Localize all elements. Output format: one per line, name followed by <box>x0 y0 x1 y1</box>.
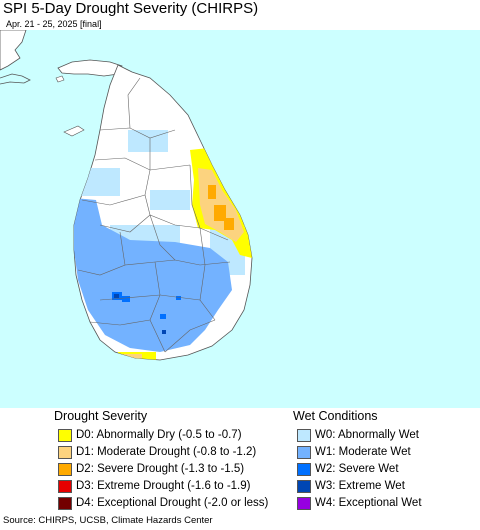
w2-area <box>176 296 181 300</box>
w3-area <box>114 294 119 298</box>
d2-area <box>214 205 226 221</box>
india-coastline-detail <box>0 73 31 85</box>
legend-label: W4: Exceptional Wet <box>315 497 422 509</box>
source-credit: Source: CHIRPS, UCSB, Climate Hazards Ce… <box>3 515 213 526</box>
legend-item-w0: W0: Abnormally Wet <box>297 427 419 443</box>
legend-label: W2: Severe Wet <box>315 463 399 475</box>
legend-swatch <box>297 496 311 510</box>
legend-item-d1: D1: Moderate Drought (-0.8 to -1.2) <box>58 444 256 460</box>
legend-item-w4: W4: Exceptional Wet <box>297 495 422 511</box>
w1-area <box>74 198 232 352</box>
legend-swatch <box>297 428 311 442</box>
w2-area <box>160 314 166 319</box>
legend-label: D4: Exceptional Drought (-2.0 or less) <box>76 497 269 509</box>
legend-label: D0: Abnormally Dry (-0.5 to -0.7) <box>76 429 242 441</box>
legend-item-w3: W3: Extreme Wet <box>297 478 405 494</box>
legend: Drought Severity Wet Conditions D0: Abno… <box>0 408 480 512</box>
district-boundaries <box>77 77 231 353</box>
w0-area <box>150 190 190 210</box>
drought-map <box>0 30 480 408</box>
legend-label: W0: Abnormally Wet <box>315 429 419 441</box>
legend-item-d2: D2: Severe Drought (-1.3 to -1.5) <box>58 461 244 477</box>
w3-area <box>162 330 166 334</box>
legend-item-w1: W1: Moderate Wet <box>297 444 411 460</box>
island-islet <box>55 75 65 83</box>
drought-legend-heading: Drought Severity <box>54 409 148 423</box>
w2-area <box>122 296 130 302</box>
legend-swatch <box>58 479 72 493</box>
wet-legend-heading: Wet Conditions <box>293 409 378 423</box>
map-title: SPI 5-Day Drought Severity (CHIRPS) <box>3 0 259 17</box>
legend-swatch <box>58 496 72 510</box>
india-mainland <box>0 30 27 71</box>
legend-label: D3: Extreme Drought (-1.6 to -1.9) <box>76 480 251 492</box>
d2-area <box>208 185 216 199</box>
legend-label: W1: Moderate Wet <box>315 446 411 458</box>
legend-label: D1: Moderate Drought (-0.8 to -1.2) <box>76 446 257 458</box>
map-subtitle: Apr. 21 - 25, 2025 [final] <box>6 19 102 29</box>
legend-swatch <box>297 445 311 459</box>
legend-item-d4: D4: Exceptional Drought (-2.0 or less) <box>58 495 268 511</box>
legend-swatch <box>297 479 311 493</box>
mannar-island <box>63 125 85 137</box>
legend-swatch <box>58 445 72 459</box>
legend-swatch <box>297 462 311 476</box>
legend-item-w2: W2: Severe Wet <box>297 461 399 477</box>
legend-swatch <box>58 462 72 476</box>
legend-item-d3: D3: Extreme Drought (-1.6 to -1.9) <box>58 478 250 494</box>
legend-swatch <box>58 428 72 442</box>
legend-item-d0: D0: Abnormally Dry (-0.5 to -0.7) <box>58 427 242 443</box>
legend-label: D2: Severe Drought (-1.3 to -1.5) <box>76 463 245 475</box>
d2-area <box>224 218 234 230</box>
w0-area <box>128 130 168 152</box>
legend-label: W3: Extreme Wet <box>315 480 405 492</box>
